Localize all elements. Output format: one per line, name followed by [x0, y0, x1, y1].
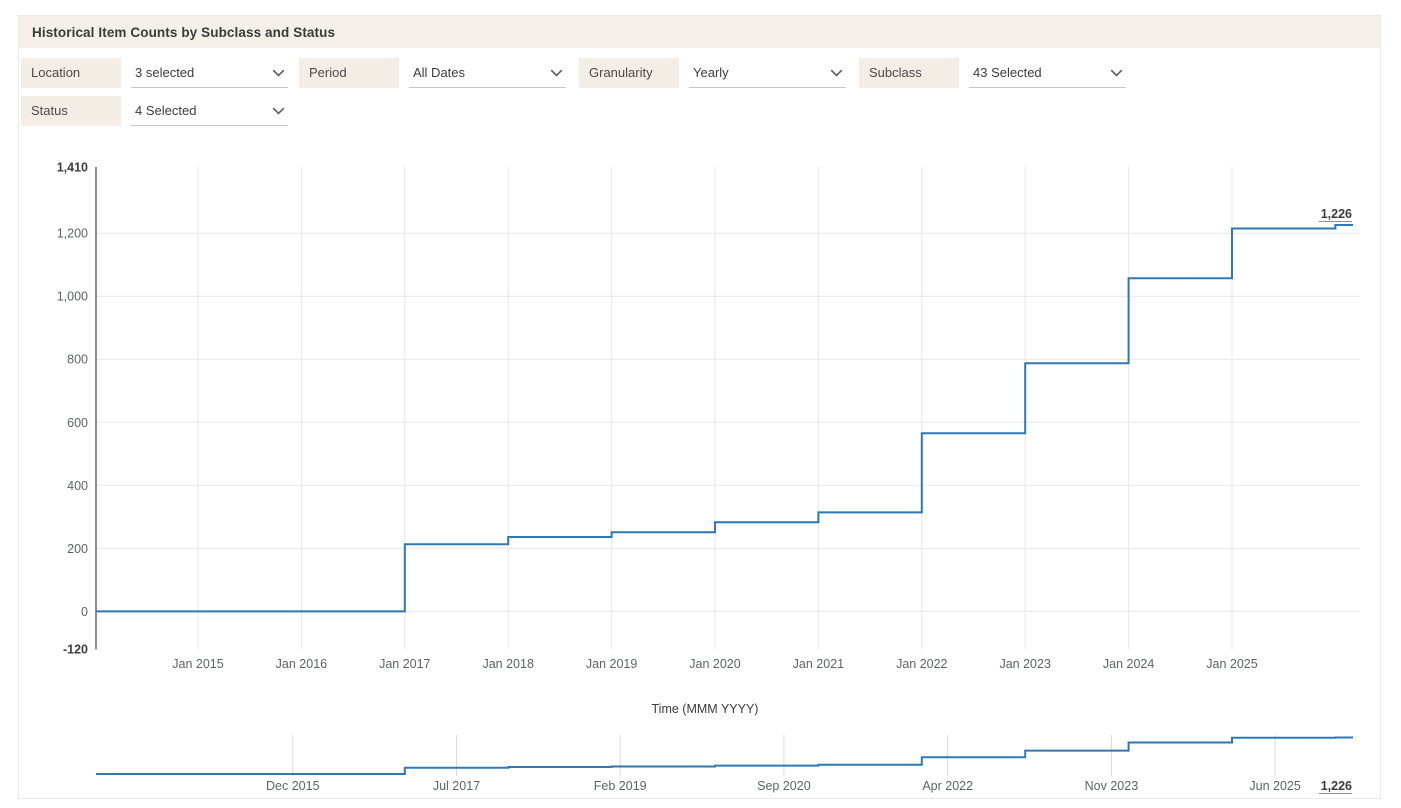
- filter-status-select[interactable]: 4 Selected: [131, 96, 288, 126]
- filter-period-value: All Dates: [413, 65, 466, 80]
- mini-axis-tick-label: Jun 2025: [1249, 779, 1300, 793]
- y-axis-tick-label: 1,200: [57, 227, 88, 241]
- filter-granularity-label: Granularity: [579, 58, 679, 88]
- x-axis-tick-label: Jan 2021: [793, 657, 844, 671]
- chevron-down-icon: [550, 69, 563, 77]
- series-step-line: [96, 224, 1353, 613]
- filter-subclass-select[interactable]: 43 Selected: [969, 58, 1126, 88]
- x-axis-tick-label: Jan 2020: [689, 657, 740, 671]
- filter-period: Period All Dates: [299, 58, 566, 88]
- mini-chart[interactable]: Dec 2015 Jul 2017 Feb 2019 Sep 2020 Apr 2022…: [96, 728, 1353, 794]
- y-axis-tick-label: -120: [63, 643, 88, 657]
- y-axis-tick-label: 200: [67, 542, 88, 556]
- filter-period-select[interactable]: All Dates: [409, 58, 566, 88]
- chart-header: Historical Item Counts by Subclass and S…: [19, 16, 1380, 48]
- chart-card: Historical Item Counts by Subclass and S…: [18, 15, 1381, 799]
- filter-granularity-value: Yearly: [693, 65, 729, 80]
- mini-axis-tick-label: Sep 2020: [757, 779, 811, 793]
- filter-granularity: Granularity Yearly: [579, 58, 846, 88]
- chevron-down-icon: [272, 69, 285, 77]
- mini-axis-tick-label: Dec 2015: [266, 779, 320, 793]
- y-axis-tick-label: 0: [81, 605, 88, 619]
- y-axis-tick-label: 1,410: [57, 161, 88, 175]
- x-axis-tick-label: Jan 2015: [172, 657, 223, 671]
- x-axis-tick-label: Jan 2023: [999, 657, 1050, 671]
- filter-status-label: Status: [21, 96, 121, 126]
- x-axis-tick-label: Jan 2024: [1103, 657, 1154, 671]
- chevron-down-icon: [272, 107, 285, 115]
- x-axis-tick-label: Jan 2022: [896, 657, 947, 671]
- y-axis-tick-label: 400: [67, 479, 88, 493]
- chevron-down-icon: [1110, 69, 1123, 77]
- mini-axis-tick-label: Nov 2023: [1085, 779, 1139, 793]
- x-axis-title: Time (MMM YYYY): [652, 702, 759, 716]
- filter-location-label: Location: [21, 58, 121, 88]
- filter-subclass: Subclass 43 Selected: [859, 58, 1126, 88]
- mini-axis-tick-label: Apr 2022: [922, 779, 973, 793]
- filter-location: Location 3 selected: [21, 58, 288, 88]
- y-axis-tick-label: 1,000: [57, 290, 88, 304]
- filter-status: Status 4 Selected: [21, 96, 288, 126]
- y-axis-tick-label: 600: [67, 416, 88, 430]
- main-chart[interactable]: -120 0 200 400 600 800 1,000 1,200 1,410 Jan 2015…: [57, 161, 1360, 717]
- main-chart-plot-area[interactable]: [96, 167, 1360, 649]
- filter-location-value: 3 selected: [135, 65, 195, 80]
- y-axis-tick-label: 800: [67, 353, 88, 367]
- chart-title: Historical Item Counts by Subclass and S…: [32, 24, 336, 40]
- x-axis-tick-label: Jan 2016: [276, 657, 327, 671]
- x-axis-tick-label: Jan 2025: [1206, 657, 1257, 671]
- filter-location-select[interactable]: 3 selected: [131, 58, 288, 88]
- mini-axis-tick-label: Feb 2019: [594, 779, 647, 793]
- last-value-label: 1,226: [1321, 207, 1352, 221]
- x-axis-tick-label: Jan 2019: [586, 657, 637, 671]
- x-axis-tick-label: Jan 2018: [482, 657, 533, 671]
- chevron-down-icon: [830, 69, 843, 77]
- mini-series-step-line: [96, 736, 1353, 775]
- filter-period-label: Period: [299, 58, 399, 88]
- filter-subclass-label: Subclass: [859, 58, 959, 88]
- mini-last-value-label: 1,226: [1321, 779, 1352, 793]
- filter-status-value: 4 Selected: [135, 103, 197, 118]
- x-axis-tick-label: Jan 2017: [379, 657, 430, 671]
- mini-axis-tick-label: Jul 2017: [433, 779, 480, 793]
- filter-subclass-value: 43 Selected: [973, 65, 1042, 80]
- mini-chart-brush-area[interactable]: [96, 728, 1353, 780]
- filter-granularity-select[interactable]: Yearly: [689, 58, 846, 88]
